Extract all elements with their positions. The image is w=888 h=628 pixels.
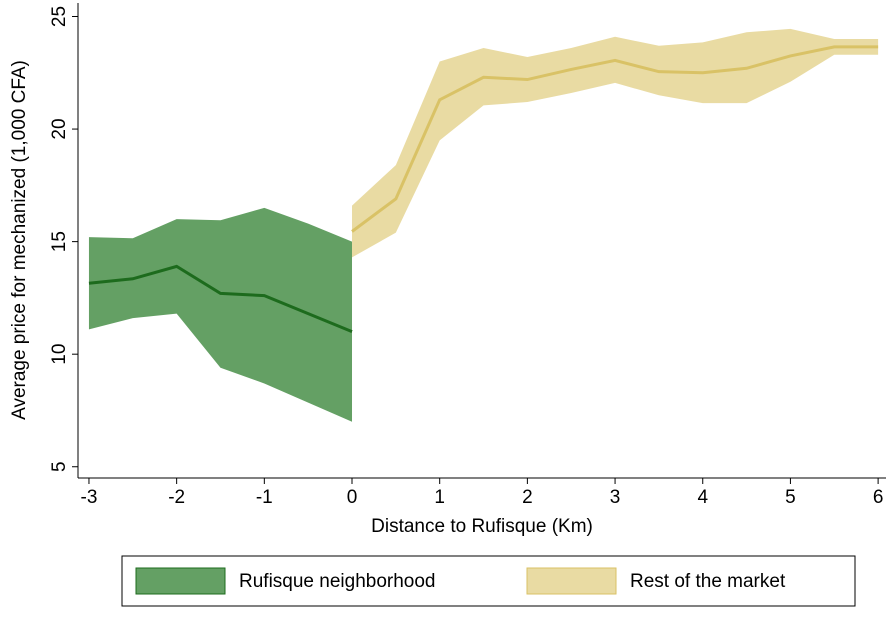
confidence-band <box>88 207 353 422</box>
x-tick-label: -2 <box>168 487 185 508</box>
legend-label: Rest of the market <box>630 571 786 592</box>
y-tick-label: 25 <box>49 6 70 27</box>
y-tick-label: 20 <box>49 118 70 139</box>
x-tick-label: 1 <box>434 487 445 508</box>
x-tick-label: 4 <box>697 487 708 508</box>
legend-label: Rufisque neighborhood <box>239 571 436 592</box>
series-line <box>88 264 353 334</box>
legend-swatch <box>526 567 617 595</box>
x-tick-label: -1 <box>256 487 273 508</box>
confidence-band <box>352 28 879 258</box>
x-tick-label: 0 <box>347 487 358 508</box>
x-tick-label: 6 <box>873 487 884 508</box>
x-tick-label: 5 <box>785 487 796 508</box>
x-tick-label: 3 <box>610 487 621 508</box>
series-line <box>351 45 879 233</box>
y-tick-label: 15 <box>49 231 70 252</box>
x-axis-title: Distance to Rufisque (Km) <box>371 516 593 537</box>
legend-box <box>121 555 856 607</box>
y-axis-title: Average price for mechanized (1,000 CFA) <box>9 60 30 420</box>
x-tick-label: -3 <box>81 487 98 508</box>
legend-swatch <box>135 567 226 595</box>
x-tick-label: 2 <box>522 487 533 508</box>
y-tick-label: 5 <box>49 461 70 472</box>
y-tick-label: 10 <box>49 344 70 365</box>
